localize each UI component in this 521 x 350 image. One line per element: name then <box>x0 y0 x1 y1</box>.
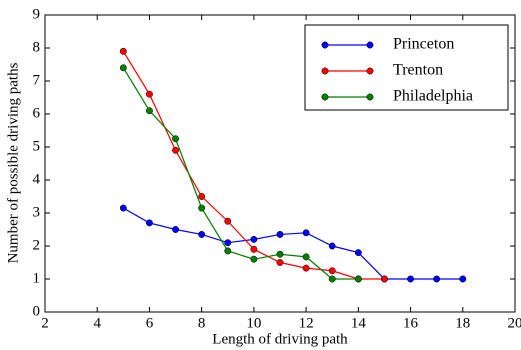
y-tick-label: 5 <box>33 138 41 154</box>
data-point <box>354 249 362 257</box>
data-point <box>172 146 180 154</box>
data-point <box>224 217 232 225</box>
y-tick-label: 8 <box>33 39 41 55</box>
x-tick-label: 8 <box>198 315 206 331</box>
x-tick-label: 12 <box>299 315 314 331</box>
legend-marker <box>366 67 374 75</box>
data-point <box>198 231 206 238</box>
plot-frame <box>44 14 516 313</box>
data-point <box>380 275 388 283</box>
legend-label: Princeton <box>393 36 454 53</box>
data-point <box>119 47 127 55</box>
data-point <box>276 231 284 238</box>
data-point <box>172 135 180 143</box>
legend-marker <box>321 41 329 49</box>
data-point <box>224 247 232 255</box>
legend-marker <box>366 41 374 49</box>
x-tick-label: 18 <box>455 315 470 331</box>
legend-label: Philadelphia <box>393 88 473 105</box>
x-tick-label: 14 <box>351 315 367 331</box>
legend-marker <box>366 93 374 101</box>
x-tick-label: 6 <box>146 315 154 331</box>
data-point <box>250 255 258 263</box>
data-point <box>172 226 180 233</box>
data-point <box>354 275 362 283</box>
x-tick-label: 20 <box>508 315 521 331</box>
data-point <box>119 64 127 72</box>
data-point <box>198 193 206 200</box>
data-point <box>302 264 310 272</box>
series-line <box>123 207 463 280</box>
y-tick-label: 2 <box>33 237 41 253</box>
y-axis-label: Number of possible driving paths <box>5 62 21 263</box>
data-point <box>459 275 467 283</box>
y-tick-label: 7 <box>33 72 41 88</box>
data-point <box>198 204 206 212</box>
y-tick-label: 0 <box>33 303 41 319</box>
x-axis-label: Length of driving path <box>212 331 348 347</box>
data-point <box>433 275 441 283</box>
data-point <box>145 219 153 227</box>
x-tick-label: 2 <box>41 315 49 331</box>
data-point <box>407 275 415 283</box>
data-point <box>302 253 310 261</box>
x-tick-label: 10 <box>246 315 261 331</box>
y-tick-label: 6 <box>33 105 41 121</box>
data-point <box>250 245 258 253</box>
data-point <box>276 259 284 266</box>
data-point <box>119 204 127 212</box>
data-point <box>276 250 284 258</box>
data-point <box>328 275 336 283</box>
legend-label: Trenton <box>393 62 443 79</box>
series-line <box>122 67 359 280</box>
data-point <box>250 235 258 243</box>
y-tick-label: 4 <box>33 171 41 187</box>
data-point <box>328 267 336 275</box>
x-tick-label: 4 <box>93 315 101 331</box>
data-point <box>328 242 336 250</box>
y-tick-label: 3 <box>33 204 41 220</box>
legend-box <box>304 24 509 111</box>
legend-marker <box>321 93 329 101</box>
data-point <box>145 90 153 98</box>
y-tick-label: 9 <box>33 6 41 22</box>
x-tick-label: 16 <box>403 315 419 331</box>
y-tick-label: 1 <box>33 270 41 286</box>
data-point <box>145 107 153 115</box>
legend-marker <box>321 67 329 75</box>
data-point <box>224 239 232 247</box>
data-point <box>302 229 310 237</box>
